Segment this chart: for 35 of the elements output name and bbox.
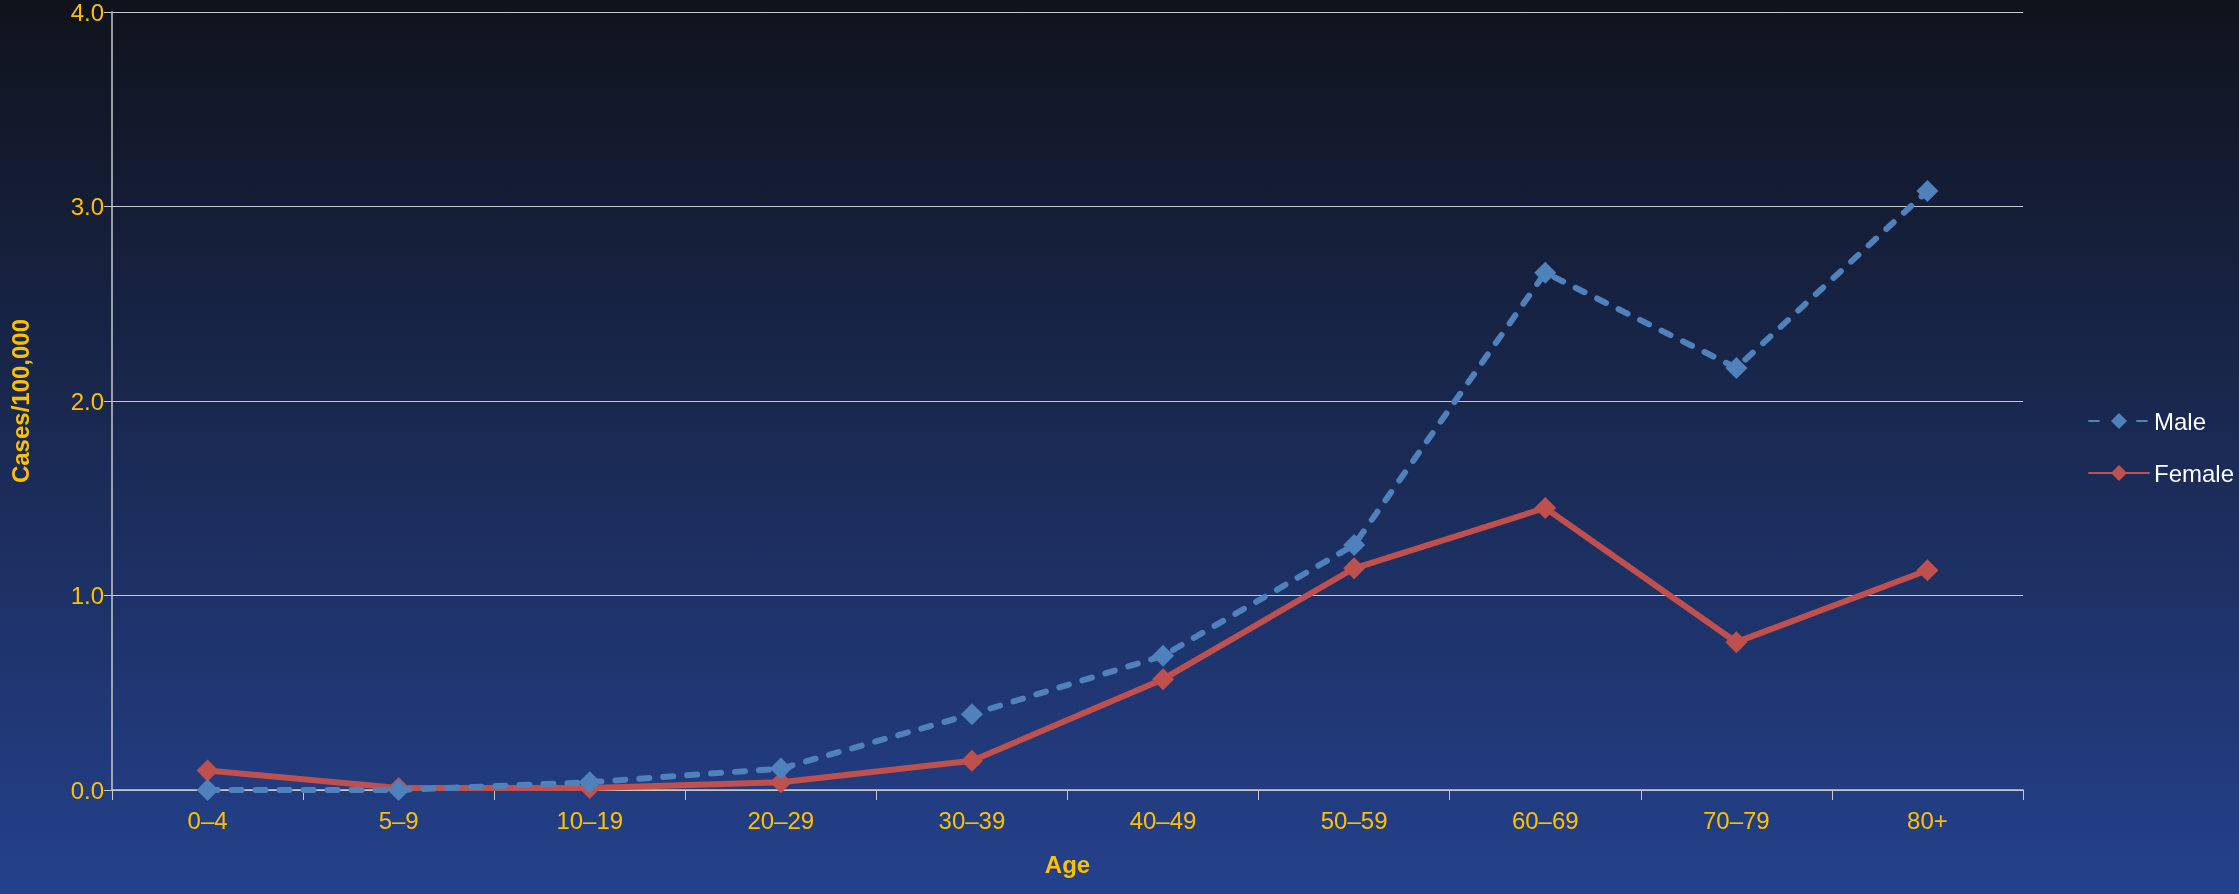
point <box>196 759 219 782</box>
x-tick-label: 0–4 <box>187 806 228 834</box>
legend-label: Female <box>2153 459 2234 487</box>
point <box>1725 356 1748 379</box>
point <box>1152 644 1175 667</box>
x-tick-label: 80+ <box>1907 806 1948 834</box>
point <box>1152 668 1175 691</box>
y-axis-title: Cases/100,000 <box>6 318 34 484</box>
point <box>1534 261 1557 284</box>
legend-label: Male <box>2153 407 2206 435</box>
x-tick-label: 70–79 <box>1702 806 1770 834</box>
point <box>1534 496 1557 519</box>
y-tick-label: 4.0 <box>70 0 104 26</box>
y-tick-label: 2.0 <box>70 387 104 415</box>
y-tick-label: 0.0 <box>70 776 104 804</box>
x-tick-label: 5–9 <box>378 806 419 834</box>
x-axis-title: Age <box>1044 850 1091 878</box>
x-tick-label: 60–69 <box>1511 806 1579 834</box>
point <box>769 757 792 780</box>
point <box>960 703 983 726</box>
point <box>1343 557 1366 580</box>
point <box>1916 179 1939 202</box>
x-tick-label: 50–59 <box>1320 806 1388 834</box>
x-tick-label: 40–49 <box>1129 806 1197 834</box>
point <box>578 771 601 794</box>
point <box>1725 631 1748 654</box>
point <box>960 749 983 772</box>
x-tick-label: 30–39 <box>938 806 1006 834</box>
point <box>1916 559 1939 582</box>
y-tick-label: 3.0 <box>70 193 104 220</box>
y-tick-label: 1.0 <box>70 582 104 609</box>
point <box>196 779 219 801</box>
point <box>1343 533 1366 556</box>
x-tick-label: 20–29 <box>747 806 815 834</box>
x-tick-label: 10–19 <box>556 806 624 834</box>
